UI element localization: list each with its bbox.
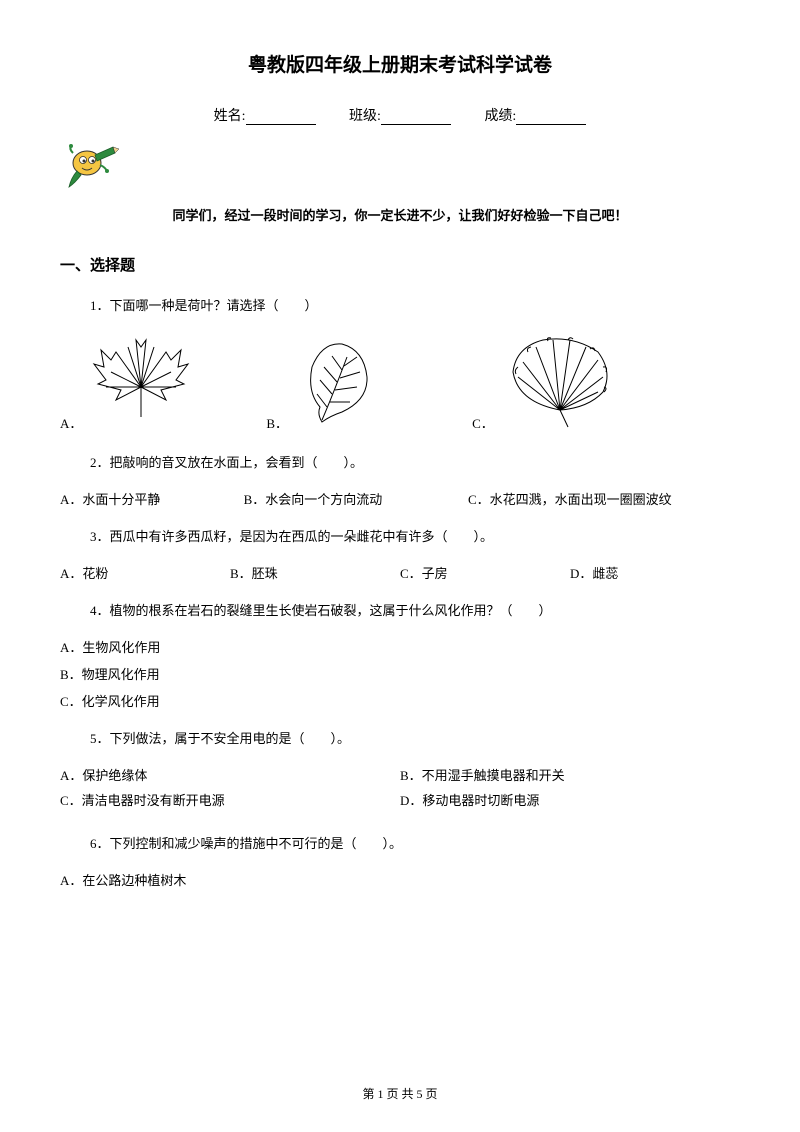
q5-options: A．保护绝缘体 B．不用湿手触摸电器和开关 C．清洁电器时没有断开电源 D．移动… — [60, 765, 740, 815]
q3-options: A．花粉 B．胚珠 C．子房 D．雌蕊 — [60, 563, 740, 582]
question-6: 6．下列控制和减少噪声的措施中不可行的是（ ）。 — [60, 833, 740, 852]
q1-option-c-label: C． — [472, 413, 494, 432]
question-5: 5．下列做法，属于不安全用电的是（ ）。 — [60, 728, 740, 747]
student-info-line: 姓名: 班级: 成绩: — [60, 105, 740, 125]
score-blank[interactable] — [516, 111, 586, 125]
q4-options: A．生物风化作用 B．物理风化作用 C．化学风化作用 — [60, 637, 740, 710]
exam-title: 粤教版四年级上册期末考试科学试卷 — [60, 50, 740, 77]
q2-option-c: C．水花四溅，水面出现一圈圈波纹 — [468, 489, 740, 508]
q6-options: A．在公路边种植树木 — [60, 870, 740, 889]
pencil-mascot-icon — [65, 143, 740, 193]
page-footer: 第 1 页 共 5 页 — [0, 1085, 800, 1102]
score-label: 成绩: — [484, 109, 516, 124]
q5-option-d: D．移动电器时切断电源 — [400, 790, 740, 809]
name-blank[interactable] — [246, 111, 316, 125]
question-2: 2．把敲响的音叉放在水面上，会看到（ ）。 — [60, 452, 740, 471]
class-label: 班级: — [349, 109, 381, 124]
q3-option-d: D．雌蕊 — [570, 563, 740, 582]
q5-option-b: B．不用湿手触摸电器和开关 — [400, 765, 740, 784]
q1-option-a-label: A． — [60, 413, 82, 432]
q1-option-b-label: B． — [266, 413, 288, 432]
q2-options: A．水面十分平静 B．水会向一个方向流动 C．水花四溅，水面出现一圈圈波纹 — [60, 489, 740, 508]
q5-option-c: C．清洁电器时没有断开电源 — [60, 790, 400, 809]
q2-option-b: B．水会向一个方向流动 — [244, 489, 468, 508]
name-label: 姓名: — [214, 109, 246, 124]
question-3: 3．西瓜中有许多西瓜籽，是因为在西瓜的一朵雌花中有许多（ ）。 — [60, 526, 740, 545]
q3-option-a: A．花粉 — [60, 563, 230, 582]
q5-option-a: A．保护绝缘体 — [60, 765, 400, 784]
section-1-title: 一、选择题 — [60, 254, 740, 275]
simple-leaf-icon — [292, 332, 382, 432]
intro-text: 同学们，经过一段时间的学习，你一定长进不少，让我们好好检验一下自己吧！ — [60, 205, 740, 224]
question-1: 1．下面哪一种是荷叶？请选择（ ） — [60, 295, 740, 314]
class-blank[interactable] — [381, 111, 451, 125]
maple-leaf-icon — [86, 332, 196, 432]
q1-options: A． B． C． — [60, 332, 740, 432]
q4-option-b: B．物理风化作用 — [60, 664, 740, 683]
fan-leaf-icon — [498, 332, 618, 432]
q3-option-c: C．子房 — [400, 563, 570, 582]
question-4: 4．植物的根系在岩石的裂缝里生长使岩石破裂，这属于什么风化作用？（ ） — [60, 600, 740, 619]
q4-option-c: C．化学风化作用 — [60, 691, 740, 710]
q4-option-a: A．生物风化作用 — [60, 637, 740, 656]
q2-option-a: A．水面十分平静 — [60, 489, 244, 508]
q6-option-a: A．在公路边种植树木 — [60, 870, 740, 889]
q3-option-b: B．胚珠 — [230, 563, 400, 582]
